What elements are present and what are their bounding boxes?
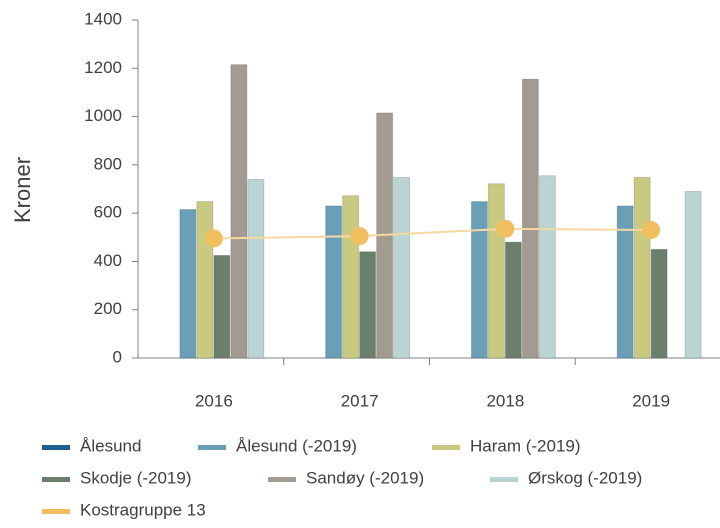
- y-axis-label: Kroner: [10, 157, 35, 223]
- x-tick-label: 2018: [486, 391, 524, 410]
- y-tick-label: 400: [94, 251, 122, 270]
- bar: [616, 205, 634, 359]
- legend-swatch: [42, 509, 70, 514]
- legend-label: Kostragruppe 13: [80, 500, 206, 519]
- y-tick-label: 0: [113, 347, 122, 366]
- bar: [230, 64, 248, 359]
- bar: [359, 251, 377, 359]
- bar: [487, 183, 505, 359]
- legend-swatch: [42, 445, 70, 450]
- y-tick-label: 200: [94, 299, 122, 318]
- y-tick-label: 600: [94, 203, 122, 222]
- legend-label: Skodje (-2019): [80, 468, 192, 487]
- line-marker: [496, 219, 515, 238]
- line: [213, 227, 652, 240]
- bar: [470, 201, 488, 359]
- bar: [325, 205, 343, 359]
- bar: [633, 176, 651, 359]
- bar: [213, 254, 231, 359]
- x-tick-label: 2019: [632, 391, 670, 410]
- y-tick-label: 1400: [84, 9, 122, 28]
- legend-swatch: [432, 445, 460, 450]
- legend-label: Sandøy (-2019): [306, 468, 424, 487]
- bar: [179, 209, 197, 359]
- x-tick-label: 2017: [341, 391, 379, 410]
- line-marker: [350, 227, 369, 246]
- y-tick-label: 800: [94, 154, 122, 173]
- bar: [538, 175, 556, 359]
- x-tick-label: 2016: [195, 391, 233, 410]
- legend-label: Haram (-2019): [470, 436, 581, 455]
- legend-label: Ålesund: [80, 436, 141, 455]
- legend-swatch: [490, 477, 518, 482]
- bar: [393, 176, 411, 359]
- legend-swatch: [42, 477, 70, 482]
- y-tick-label: 1200: [84, 58, 122, 77]
- y-tick-label: 1000: [84, 106, 122, 125]
- bar: [521, 78, 539, 359]
- legend-swatch: [198, 445, 226, 450]
- bar: [504, 241, 522, 359]
- legend-label: Ålesund (-2019): [236, 436, 357, 455]
- bar: [650, 248, 668, 359]
- legend-swatch: [268, 477, 296, 482]
- bar: [684, 190, 702, 359]
- bar: [342, 195, 360, 359]
- bar: [247, 178, 265, 359]
- legend-label: Ørskog (-2019): [528, 468, 642, 487]
- bar: [196, 201, 214, 359]
- line-marker: [642, 221, 661, 240]
- line-marker: [204, 229, 223, 248]
